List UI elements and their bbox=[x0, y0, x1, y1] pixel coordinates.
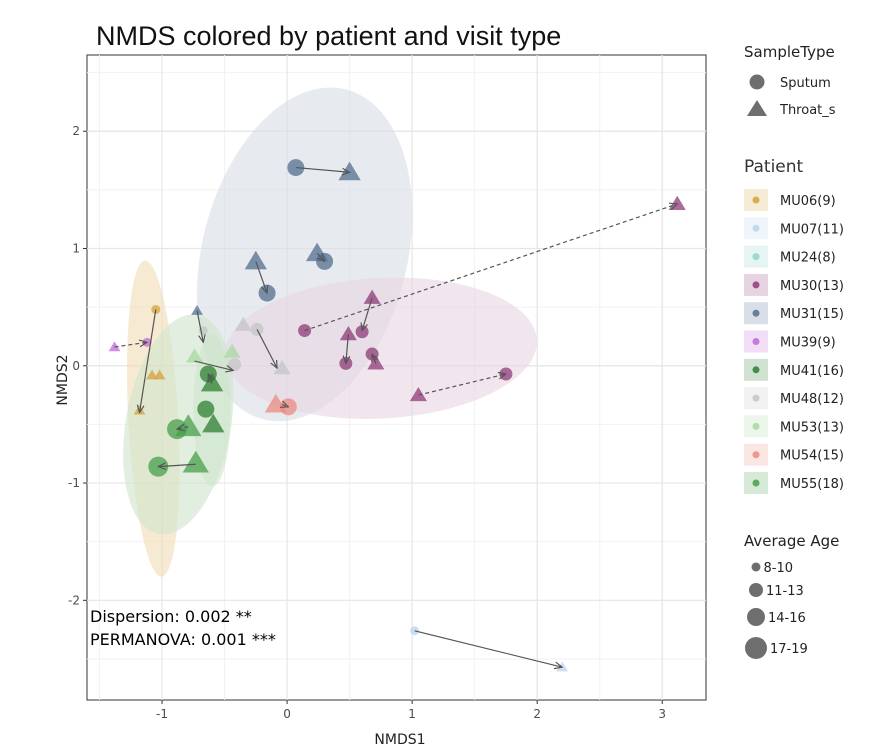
legend-key-patient bbox=[752, 309, 760, 317]
legend-key-patient bbox=[752, 281, 760, 289]
data-point-throat bbox=[273, 359, 291, 375]
data-point-sputum bbox=[355, 325, 369, 339]
visit-arrow bbox=[208, 374, 212, 384]
legend-key-patient bbox=[752, 253, 760, 261]
legend-sampletype-label: Sputum bbox=[780, 76, 831, 91]
legend-age-label: 14-16 bbox=[768, 611, 806, 626]
visit-arrow bbox=[256, 329, 277, 368]
data-point-throat bbox=[146, 369, 158, 380]
legend-patient-label: MU07(11) bbox=[780, 222, 844, 237]
legend-key-patient bbox=[752, 451, 760, 459]
data-point-throat bbox=[234, 316, 252, 331]
visit-arrow bbox=[346, 334, 349, 363]
legend-patient-label: MU06(9) bbox=[780, 194, 836, 209]
x-axis-title: NMDS1 bbox=[374, 732, 425, 748]
legend-sampletype-title: SampleType bbox=[744, 43, 835, 61]
data-point-throat bbox=[339, 325, 357, 341]
visit-arrow bbox=[295, 166, 350, 173]
legend-age-label: 17-19 bbox=[770, 642, 808, 657]
visit-arrow bbox=[282, 404, 288, 406]
dispersion-annotation: Dispersion: 0.002 ** bbox=[90, 607, 252, 626]
data-point-sputum bbox=[197, 400, 215, 418]
x-tick-label: 2 bbox=[533, 707, 541, 721]
visit-arrow bbox=[196, 310, 203, 343]
y-tick-label: -2 bbox=[68, 593, 80, 607]
data-point-throat bbox=[223, 343, 241, 358]
visit-arrow bbox=[194, 360, 234, 370]
legend-key-sputum bbox=[749, 74, 765, 90]
y-tick-label: -1 bbox=[68, 476, 80, 490]
legend-key-patient bbox=[752, 366, 760, 374]
legend-key-patient bbox=[752, 394, 760, 402]
legend-patient-label: MU24(8) bbox=[780, 251, 836, 266]
legend-key-patient bbox=[752, 196, 760, 204]
legend-key-age bbox=[751, 562, 761, 572]
y-tick-label: 2 bbox=[72, 124, 80, 138]
tick-layer: -1 0 1 2 3 -2 -1 0 1 2 bbox=[68, 124, 666, 721]
visit-arrow bbox=[114, 342, 148, 348]
legend-key-patient bbox=[752, 338, 760, 345]
legend-patient-label: MU30(13) bbox=[780, 279, 844, 294]
x-tick-label: 0 bbox=[283, 707, 291, 721]
visit-arrow bbox=[177, 427, 189, 429]
legend-key-patient bbox=[752, 224, 760, 232]
data-point-throat bbox=[182, 450, 209, 473]
y-tick-label: 0 bbox=[72, 359, 80, 373]
legend-patient-label: MU31(15) bbox=[780, 307, 844, 322]
legend-age-label: 8-10 bbox=[764, 561, 794, 576]
legend-patient-label: MU53(13) bbox=[780, 420, 844, 435]
legend-key-age bbox=[749, 583, 763, 597]
y-axis-title: NMDS2 bbox=[55, 354, 71, 405]
legend-key-age bbox=[747, 608, 765, 626]
visit-arrow bbox=[414, 630, 563, 667]
data-point-throat bbox=[244, 250, 267, 270]
legend-patient-title: Patient bbox=[744, 157, 804, 177]
legend-patient-label: MU54(15) bbox=[780, 449, 844, 464]
visit-arrow bbox=[418, 374, 506, 396]
legend-age-title: Average Age bbox=[744, 532, 839, 550]
legend-patient-label: MU41(16) bbox=[780, 364, 844, 379]
x-tick-label: -1 bbox=[156, 707, 168, 721]
x-tick-label: 3 bbox=[658, 707, 666, 721]
confidence-ellipse bbox=[224, 277, 538, 419]
legend-key-patient bbox=[752, 479, 760, 487]
visit-arrow bbox=[316, 252, 325, 261]
data-point-throat bbox=[191, 305, 203, 315]
data-point-throat bbox=[409, 386, 427, 402]
data-point-throat bbox=[108, 341, 121, 352]
data-point-throat bbox=[202, 413, 225, 433]
visit-arrow bbox=[255, 261, 267, 293]
data-point-throat bbox=[363, 289, 381, 304]
visit-arrow bbox=[158, 464, 196, 466]
x-tick-label: 1 bbox=[408, 707, 416, 721]
legend-key-throat bbox=[747, 100, 767, 116]
chart-title: NMDS colored by patient and visit type bbox=[96, 21, 561, 51]
legend-key-age bbox=[745, 637, 767, 659]
legend-key-patient bbox=[752, 422, 760, 430]
permanova-annotation: PERMANOVA: 0.001 *** bbox=[90, 630, 276, 649]
arrow-layer bbox=[114, 166, 678, 668]
data-point-throat bbox=[153, 369, 166, 380]
legend-patient-label: MU55(18) bbox=[780, 477, 844, 492]
y-tick-label: 1 bbox=[72, 242, 80, 256]
data-point-throat bbox=[186, 348, 204, 363]
legend-sampletype-label: Throat_s bbox=[779, 103, 836, 118]
visit-arrow bbox=[140, 309, 157, 412]
legend-age-label: 11-13 bbox=[766, 584, 804, 599]
visit-arrow bbox=[362, 297, 373, 331]
legend: SampleType Patient Average Age Sputum Thr… bbox=[744, 43, 844, 659]
visit-arrow bbox=[304, 204, 678, 332]
visit-arrow bbox=[372, 354, 376, 364]
legend-patient-label: MU48(12) bbox=[780, 392, 844, 407]
legend-patient-label: MU39(9) bbox=[780, 336, 836, 351]
